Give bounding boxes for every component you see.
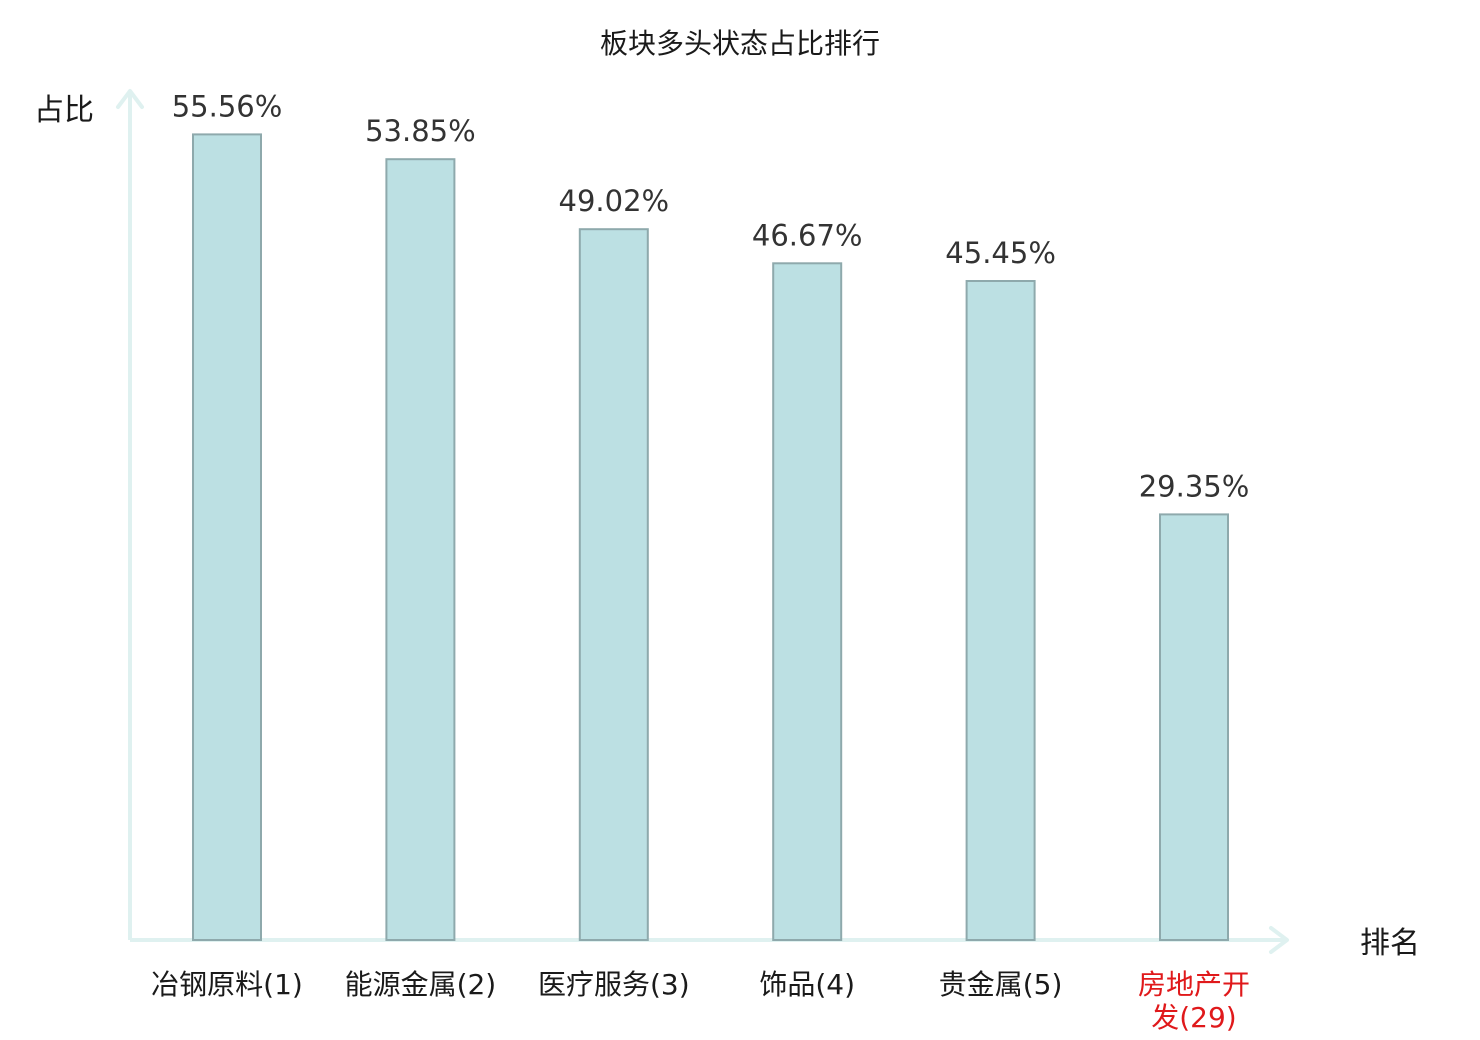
category-tick-label: 医疗服务(3)	[538, 968, 690, 1001]
bar-value-label: 29.35%	[1139, 469, 1250, 503]
bar-value-label: 49.02%	[559, 184, 670, 218]
category-tick-label: 冶钢原料(1)	[151, 968, 303, 1001]
bars-group	[192, 133, 1229, 942]
bar	[1159, 513, 1229, 942]
bar-value-label: 46.67%	[752, 218, 863, 252]
bar	[385, 158, 456, 941]
x-axis-arrow-icon	[1269, 926, 1289, 954]
bar-value-label: 45.45%	[945, 236, 1056, 270]
bar	[192, 133, 262, 941]
category-tick-label: 饰品(4)	[759, 968, 855, 1001]
y-axis-label: 占比	[34, 93, 94, 128]
category-tick-label: 贵金属(5)	[939, 968, 1063, 1001]
category-tick-label: 发(29)	[1151, 1001, 1236, 1034]
bar	[772, 262, 843, 941]
x-axis-label: 排名	[1360, 926, 1420, 961]
value-labels-group: 55.56% 53.85% 49.02% 46.67% 45.45% 29.35%	[172, 89, 1250, 503]
category-tick-label: 能源金属(2)	[345, 968, 497, 1001]
category-labels-group: 冶钢原料(1) 能源金属(2) 医疗服务(3) 饰品(4) 贵金属(5) 房地产开发(29…	[151, 968, 1250, 1034]
chart-title: 板块多头状态占比排行	[600, 27, 880, 60]
axes	[116, 89, 1289, 954]
category-tick-label: 房地产开	[1138, 968, 1250, 1001]
bar-value-label: 55.56%	[172, 89, 283, 123]
bar	[965, 280, 1036, 941]
y-axis-arrow-icon	[116, 89, 144, 109]
bar-value-label: 53.85%	[365, 114, 476, 148]
bar	[578, 228, 649, 941]
